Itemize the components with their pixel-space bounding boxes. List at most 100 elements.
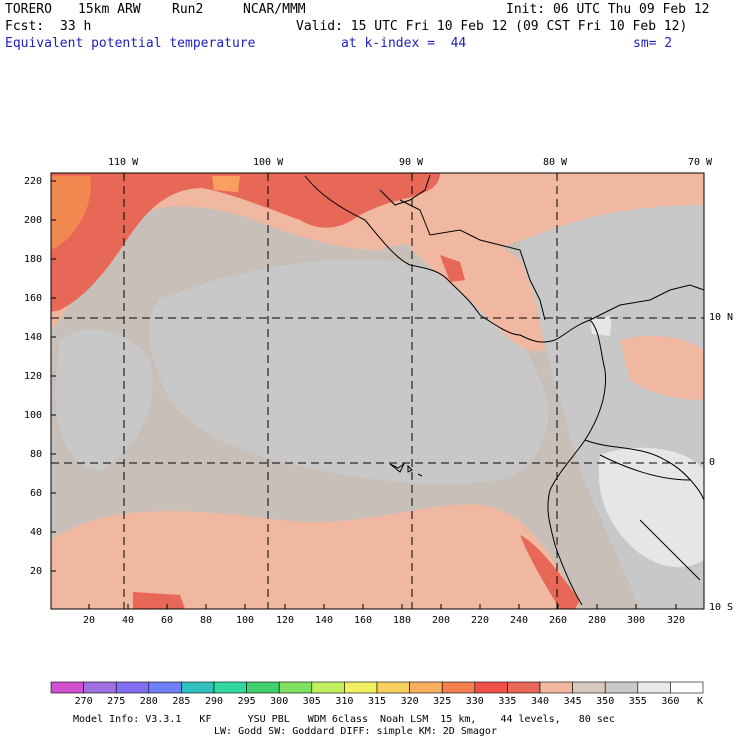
x-tick: 300 (627, 615, 646, 626)
org-label: NCAR/MMM (243, 2, 306, 17)
colorbar-label: 350 (596, 696, 615, 707)
y-tick: 160 (24, 293, 43, 304)
colorbar-label: 290 (204, 696, 224, 707)
valid-time: Valid: 15 UTC Fri 10 Feb 12 (09 CST Fri … (296, 19, 688, 34)
colorbar-label: 275 (107, 696, 126, 707)
colorbar-swatch (246, 681, 280, 694)
colorbar-swatch (83, 681, 117, 694)
x-tick: 280 (588, 615, 607, 626)
colorbar-label: 315 (367, 696, 387, 707)
x-tick: 260 (549, 615, 568, 626)
colorbar-label: 320 (400, 696, 419, 707)
run-label: Run2 (172, 2, 204, 17)
map-frame (50, 172, 705, 610)
lon-label-70w: 70 W (688, 157, 713, 168)
colorbar-label: 310 (335, 696, 354, 707)
lat-label-10n: 10 N (709, 312, 734, 323)
axis-ticks (51, 180, 677, 609)
colorbar-label: 300 (270, 696, 289, 707)
colorbar-swatch (507, 681, 541, 694)
field-355-north (590, 316, 612, 336)
colorbar-label: 295 (237, 696, 256, 707)
colorbar-swatch (344, 681, 378, 694)
field-340-north-coast (51, 173, 704, 330)
y-tick: 80 (30, 449, 43, 460)
coastline-yucatan (379, 174, 431, 206)
galapagos (389, 462, 423, 477)
fcst-value: 33 h (60, 19, 92, 34)
colorbar-swatch (604, 681, 639, 694)
lat-label-0: 0 (709, 457, 716, 468)
field-350-west (55, 329, 153, 470)
y-tick: 40 (30, 527, 43, 538)
colorbar-swatch (213, 681, 247, 694)
field-340-central-america (400, 224, 545, 352)
colorbar-swatch (115, 681, 150, 694)
y-tick: 60 (30, 488, 43, 499)
colorbar-label: 360 (661, 696, 680, 707)
x-tick: 200 (432, 615, 451, 626)
field-335-northwest (51, 173, 360, 312)
lon-label-80w: 80 W (543, 157, 568, 168)
border-colombia-ecuador (584, 439, 705, 501)
colorbar-label: 335 (498, 696, 517, 707)
x-tick: 160 (354, 615, 373, 626)
colorbar-swatch (670, 681, 704, 694)
y-tick: 220 (24, 176, 43, 187)
lon-label-110w: 110 W (108, 157, 139, 168)
field-335-northeast (330, 173, 440, 215)
y-tick: 180 (24, 254, 43, 265)
x-tick: 180 (393, 615, 412, 626)
model-name: TORERO (5, 2, 52, 17)
colorbar-swatch (474, 681, 508, 694)
coastline-mexico (304, 175, 481, 316)
level-label: at k-index = 44 (341, 36, 467, 51)
coastlines (304, 174, 705, 606)
border-peru (599, 454, 691, 481)
field-350-central (149, 259, 548, 485)
field-340-colombia (620, 335, 704, 400)
colorbar-swatch (572, 681, 606, 694)
colorbar-swatch (50, 681, 84, 694)
lat-label-10s: 10 S (709, 602, 734, 613)
x-tick: 320 (667, 615, 686, 626)
colorbar-swatch (376, 681, 410, 694)
x-tick: 140 (315, 615, 334, 626)
y-tick: 20 (30, 566, 43, 577)
smooth-label: sm= 2 (633, 36, 673, 51)
field-name: Equivalent potential temperature (5, 36, 256, 51)
colorbar-label: 340 (530, 696, 550, 707)
init-time: Init: 06 UTC Thu 09 Feb 12 (506, 2, 710, 17)
field-355-andes (598, 447, 704, 568)
y-tick: 120 (24, 371, 43, 382)
colorbar-swatch (539, 681, 573, 694)
lon-label-100w: 100 W (253, 157, 284, 168)
colorbar-label: 330 (465, 696, 484, 707)
x-tick: 40 (122, 615, 135, 626)
colorbar-swatch (637, 681, 671, 694)
x-tick: 20 (83, 615, 96, 626)
physics-info: LW: Godd SW: Goddard DIFF: simple KM: 2D… (214, 726, 497, 737)
model-resolution: 15km ARW (78, 2, 141, 17)
colorbar-label: 355 (628, 696, 647, 707)
field-335-guatemala (440, 255, 465, 282)
colorbar-swatch (148, 681, 182, 694)
colorbar-swatch (409, 681, 443, 694)
fcst-label: Fcst: (5, 19, 45, 34)
coastline-venezuela (589, 284, 705, 321)
colorbar-label: 325 (433, 696, 452, 707)
field-325-west (51, 176, 91, 250)
colorbar-label: 345 (563, 696, 582, 707)
colorbar-swatch (278, 681, 313, 694)
x-tick: 240 (510, 615, 529, 626)
coastline-caribbean (399, 199, 546, 321)
x-tick: 100 (236, 615, 255, 626)
colorbar-label: 280 (139, 696, 158, 707)
field-335-south-patch (133, 592, 185, 609)
colorbar-swatch (311, 681, 345, 694)
colorbar (50, 681, 704, 694)
border-brazil (639, 519, 701, 581)
theta-e-field (51, 173, 704, 609)
field-320-top (212, 176, 240, 192)
